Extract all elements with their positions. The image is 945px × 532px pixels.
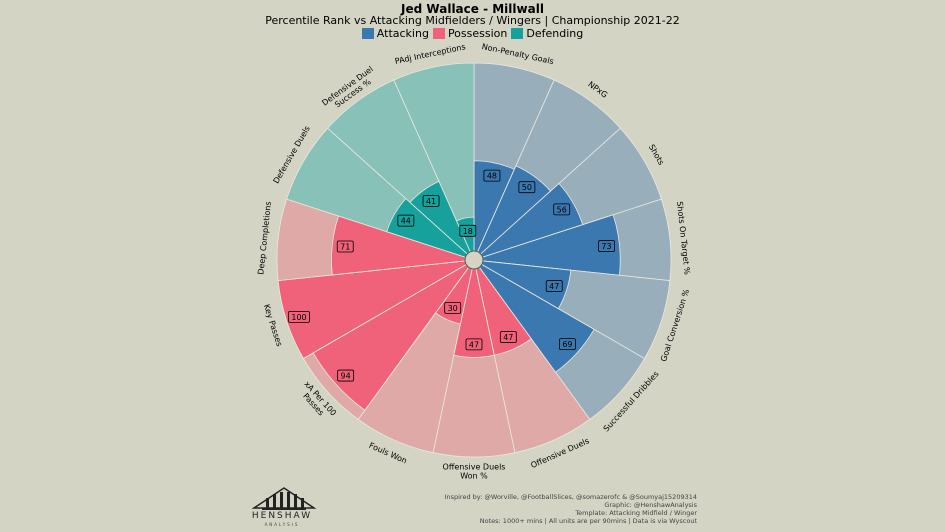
value-box-key-passes	[288, 310, 310, 323]
value-label-offensive-duels: 47	[503, 333, 513, 342]
value-box-offensive-duels	[499, 331, 517, 343]
legend-label-defending: Defending	[526, 27, 584, 40]
henshaw-logo-icon	[251, 487, 317, 510]
value-box-npxg	[518, 181, 536, 194]
value-box-successful-dribbles	[559, 338, 576, 351]
category-label-fouls-won: Fouls Won	[368, 441, 409, 466]
value-label-non-penalty-goals: 48	[487, 172, 497, 181]
legend: Attacking Possession Defending	[0, 27, 945, 40]
value-label-npxg: 50	[522, 183, 532, 192]
legend-swatch-possession	[432, 28, 445, 39]
value-box-padj-interceptions	[459, 224, 477, 237]
category-label-non-penalty-goals: Non-Penalty Goals	[481, 42, 555, 66]
value-label-key-passes: 100	[291, 313, 306, 322]
logo-sub: ANALYSIS	[264, 522, 300, 527]
category-label-key-passes: Key Passes	[262, 303, 284, 347]
value-label-goal-conversion: 47	[549, 282, 559, 291]
legend-label-attacking: Attacking	[376, 27, 429, 40]
legend-item-attacking: Attacking	[361, 27, 429, 40]
value-label-fouls-won: 30	[448, 304, 458, 313]
credits: Inspired by: @Worville, @FootballSlices,…	[445, 493, 697, 525]
value-label-deep-completions: 71	[340, 242, 350, 251]
legend-label-possession: Possession	[447, 27, 508, 40]
logo-name: HENSHAW	[251, 511, 313, 521]
legend-swatch-defending	[511, 28, 524, 39]
value-box-xa-per-100-passes	[337, 369, 355, 382]
credit-line: Notes: 1000+ mins | All units are per 90…	[479, 517, 697, 525]
category-label-npxg: NPxG	[586, 80, 609, 100]
value-label-defensive-duels: 44	[401, 217, 411, 226]
credit-line: Inspired by: @Worville, @FootballSlices,…	[444, 493, 697, 501]
category-label-padj-interceptions: PAdj Interceptions	[394, 42, 466, 66]
value-box-shots-on-target	[598, 240, 615, 252]
category-label-offensive-duels-won: Offensive Duels Won %	[443, 463, 506, 481]
category-label-deep-completions: Deep Completions	[256, 201, 273, 275]
chart-subtitle: Percentile Rank vs Attacking Midfielders…	[265, 14, 680, 27]
value-label-shots: 56	[557, 205, 567, 214]
legend-item-possession: Possession	[432, 27, 508, 40]
center-circle	[464, 250, 484, 270]
value-box-non-penalty-goals	[483, 169, 501, 182]
value-label-xa-per-100-passes: 94	[341, 372, 351, 381]
credit-line: Graphic: @HenshawAnalysis	[604, 501, 697, 509]
value-box-shots	[553, 203, 571, 216]
value-label-successful-dribbles: 69	[562, 340, 572, 349]
value-label-defensive-duel-success: 41	[426, 197, 436, 206]
category-label-shots-on-target: Shots On Target %	[675, 201, 692, 276]
legend-item-defending: Defending	[511, 27, 583, 40]
value-label-offensive-duels-won: 47	[469, 340, 479, 349]
value-box-goal-conversion	[545, 280, 563, 292]
credit-line: Template: Attacking Midfield / Winger	[575, 509, 697, 517]
value-label-padj-interceptions: 18	[463, 227, 473, 236]
value-label-shots-on-target: 73	[601, 242, 611, 251]
category-label-shots: Shots	[647, 143, 666, 167]
value-box-offensive-duels-won	[465, 338, 483, 351]
value-box-fouls-won	[444, 301, 462, 314]
chart-title: Jed Wallace - Millwall	[401, 2, 544, 16]
value-box-defensive-duels	[397, 214, 415, 227]
value-box-deep-completions	[336, 240, 354, 253]
value-box-defensive-duel-success	[422, 194, 440, 207]
legend-swatch-attacking	[361, 28, 374, 39]
